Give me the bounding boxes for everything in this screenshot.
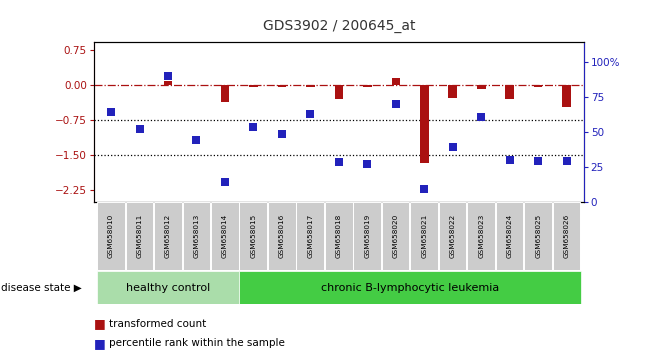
Bar — [467, 202, 495, 270]
Text: GSM658013: GSM658013 — [193, 214, 199, 258]
Text: percentile rank within the sample: percentile rank within the sample — [109, 338, 285, 348]
Text: GSM658017: GSM658017 — [307, 214, 313, 258]
Bar — [268, 202, 295, 270]
Point — [333, 159, 344, 165]
Bar — [392, 78, 400, 85]
Bar — [164, 81, 172, 85]
Text: GDS3902 / 200645_at: GDS3902 / 200645_at — [262, 19, 415, 34]
Bar — [306, 85, 315, 86]
Bar — [297, 202, 324, 270]
Bar — [524, 202, 552, 270]
Bar — [335, 85, 343, 99]
Point — [448, 144, 458, 150]
Bar — [448, 85, 457, 98]
Text: GSM658015: GSM658015 — [250, 214, 256, 258]
Text: GSM658025: GSM658025 — [535, 214, 541, 258]
Text: GSM658014: GSM658014 — [222, 214, 228, 258]
Point — [219, 179, 230, 185]
Text: GSM658010: GSM658010 — [108, 214, 114, 258]
Point — [505, 157, 515, 162]
Bar — [534, 85, 542, 87]
Bar — [562, 85, 571, 107]
Text: GSM658023: GSM658023 — [478, 214, 484, 258]
Bar — [420, 85, 429, 163]
Bar — [439, 202, 466, 270]
Text: disease state ▶: disease state ▶ — [1, 282, 82, 293]
Text: GSM658026: GSM658026 — [564, 214, 570, 258]
Text: chronic B-lymphocytic leukemia: chronic B-lymphocytic leukemia — [321, 282, 499, 293]
Text: transformed count: transformed count — [109, 319, 206, 329]
Text: ■: ■ — [94, 337, 106, 350]
Text: healthy control: healthy control — [125, 282, 210, 293]
Point — [248, 124, 259, 130]
Bar — [240, 202, 267, 270]
Text: GSM658020: GSM658020 — [393, 214, 399, 258]
Text: GSM658019: GSM658019 — [364, 214, 370, 258]
Bar — [354, 202, 381, 270]
Bar — [97, 202, 125, 270]
Bar — [97, 272, 239, 304]
Point — [391, 102, 401, 107]
Bar — [496, 202, 523, 270]
Text: GSM658012: GSM658012 — [165, 214, 171, 258]
Point — [476, 115, 486, 120]
Text: GSM658024: GSM658024 — [507, 214, 513, 258]
Point — [105, 109, 116, 115]
Point — [305, 111, 316, 116]
Bar — [239, 272, 581, 304]
Bar — [249, 85, 258, 86]
Bar — [211, 202, 239, 270]
Point — [162, 73, 173, 79]
Bar — [278, 85, 286, 86]
Bar — [553, 202, 580, 270]
Text: ■: ■ — [94, 318, 106, 330]
Bar — [477, 85, 486, 89]
Text: GSM658018: GSM658018 — [336, 214, 342, 258]
Point — [533, 158, 544, 164]
Point — [419, 186, 429, 192]
Point — [276, 131, 287, 137]
Text: GSM658021: GSM658021 — [421, 214, 427, 258]
Bar — [183, 202, 210, 270]
Bar — [154, 202, 182, 270]
Bar — [221, 85, 229, 102]
Bar — [505, 85, 514, 99]
Point — [134, 126, 145, 132]
Point — [562, 158, 572, 164]
Bar — [411, 202, 438, 270]
Text: GSM658016: GSM658016 — [279, 214, 285, 258]
Text: GSM658022: GSM658022 — [450, 214, 456, 258]
Point — [191, 137, 202, 143]
Text: GSM658011: GSM658011 — [136, 214, 142, 258]
Bar — [363, 85, 372, 86]
Bar — [382, 202, 409, 270]
Bar — [125, 202, 153, 270]
Point — [362, 161, 372, 167]
Bar — [325, 202, 352, 270]
